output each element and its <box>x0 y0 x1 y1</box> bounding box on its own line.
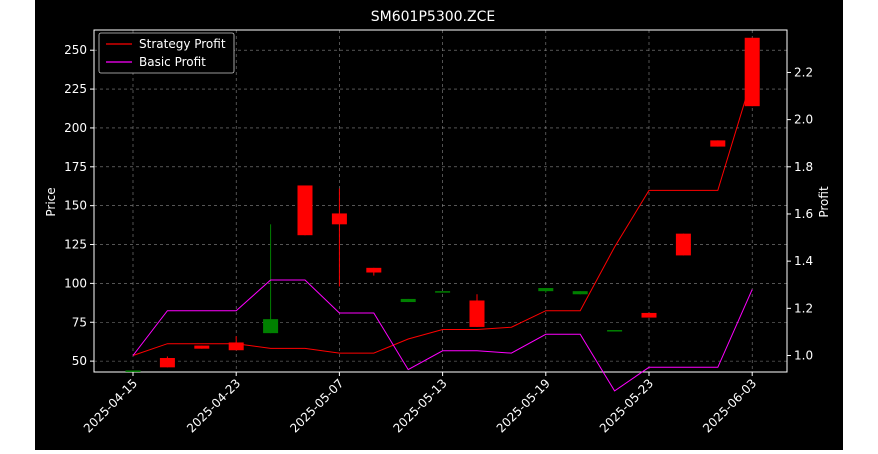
left-tick-label: 200 <box>64 121 87 135</box>
left-tick-label: 175 <box>64 160 87 174</box>
right-tick-label: 1.0 <box>794 348 813 362</box>
candle-body <box>607 330 623 332</box>
x-tick-label: 2025-05-07 <box>287 376 346 435</box>
right-tick-label: 1.6 <box>794 207 813 221</box>
basic-profit-line <box>132 279 753 392</box>
candles <box>125 37 760 372</box>
legend-box <box>98 32 235 74</box>
x-tick-label: 2025-06-03 <box>700 376 759 435</box>
candle-body <box>125 370 141 372</box>
chart-title: SM601P5300.ZCE <box>371 9 495 25</box>
candle-body <box>297 185 313 236</box>
left-tick-label: 225 <box>64 82 87 96</box>
x-tick-label: 2025-04-23 <box>184 376 243 435</box>
x-axis: 2025-04-15 2025-04-23 2025-05-07 2025-05-13… <box>81 372 759 435</box>
candle-body <box>572 291 588 295</box>
right-axis-label: Profit <box>817 186 831 218</box>
left-tick-label: 75 <box>72 315 87 329</box>
candle-body <box>194 345 210 349</box>
plot-area <box>93 29 788 373</box>
right-tick-label: 2.2 <box>794 65 813 79</box>
right-axis: 1.0 1.2 1.4 1.6 1.8 2.0 2.2 <box>787 65 813 362</box>
right-tick-label: 2.0 <box>794 113 813 127</box>
chart-frame: 50 75 100 125 150 175 200 225 250 1.0 1.2 1.4 1.6 1.… <box>35 0 843 450</box>
candle-body <box>400 298 416 303</box>
candle-body <box>675 233 691 256</box>
strategy-profit-line <box>132 77 753 356</box>
right-tick-label: 1.2 <box>794 301 813 315</box>
candle-body <box>228 342 244 351</box>
left-tick-label: 250 <box>64 43 87 57</box>
left-tick-label: 150 <box>64 199 87 213</box>
candle-body <box>263 319 279 334</box>
left-axis: 50 75 100 125 150 175 200 225 250 <box>64 43 94 368</box>
candle-body <box>710 140 726 147</box>
candle-body <box>469 300 485 327</box>
left-tick-label: 100 <box>64 276 87 290</box>
candle-body <box>331 213 347 225</box>
left-tick-label: 125 <box>64 238 87 252</box>
candle-body <box>641 312 657 318</box>
candle-body <box>538 288 554 292</box>
right-tick-label: 1.4 <box>794 254 813 268</box>
x-tick-label: 2025-04-15 <box>81 376 140 435</box>
x-tick-label: 2025-05-19 <box>494 376 553 435</box>
right-tick-label: 1.8 <box>794 160 813 174</box>
legend: Strategy Profit Basic Profit <box>98 32 235 74</box>
left-axis-label: Price <box>44 187 58 216</box>
left-tick-label: 50 <box>72 354 87 368</box>
legend-label: Basic Profit <box>139 55 206 69</box>
legend-label: Strategy Profit <box>139 37 226 51</box>
candle-body <box>159 358 175 368</box>
x-tick-label: 2025-05-23 <box>597 376 656 435</box>
grid <box>94 30 787 372</box>
candle-body <box>366 267 382 273</box>
profit-lines <box>132 77 753 392</box>
candle-body <box>435 291 451 293</box>
x-tick-label: 2025-05-13 <box>391 376 450 435</box>
